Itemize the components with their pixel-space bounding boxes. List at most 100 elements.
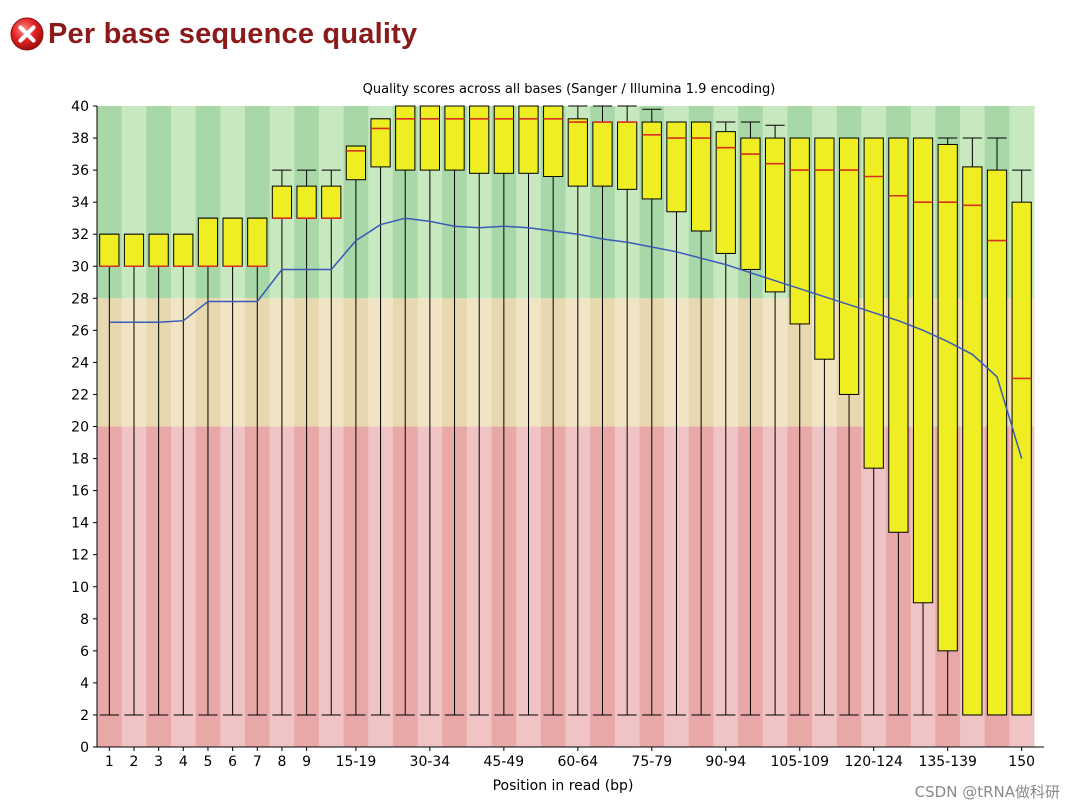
box-9 (296, 169, 317, 716)
x-tick-label: 15-19 (336, 754, 377, 770)
y-tick-label: 20 (71, 420, 89, 436)
box-75-79 (641, 108, 662, 716)
iqr-box (518, 105, 539, 174)
box-130-134 (912, 137, 934, 716)
iqr-box (912, 137, 934, 604)
x-tick-label: 90-94 (705, 754, 746, 770)
x-tick-label: 135-139 (918, 754, 977, 770)
box-105-109 (789, 137, 810, 716)
box-150 (1011, 169, 1032, 716)
iqr-box (419, 105, 440, 171)
x-tick-label: 7 (253, 754, 262, 770)
x-tick-label: 105-109 (771, 754, 830, 770)
box-2 (123, 233, 145, 716)
y-tick-label: 32 (71, 227, 89, 243)
iqr-box (617, 121, 638, 190)
box-4 (173, 233, 194, 716)
mean-polyline (109, 217, 1023, 459)
x-tick-label: 4 (179, 754, 188, 770)
y-tick-label: 8 (80, 612, 89, 628)
box-40-44 (469, 105, 490, 716)
box-55-59 (543, 105, 564, 716)
x-tick-label: 45-49 (484, 754, 525, 770)
iqr-box (715, 131, 736, 254)
box-145-149 (986, 137, 1008, 716)
y-tick-label: 28 (71, 291, 89, 307)
iqr-box (222, 217, 243, 267)
box-50-54 (518, 105, 539, 716)
box-85-89 (691, 121, 712, 716)
iqr-box (592, 121, 613, 187)
iqr-box (789, 137, 810, 325)
iqr-box (666, 121, 687, 213)
box-135-139 (937, 137, 958, 716)
box-110-114 (814, 137, 835, 716)
y-tick-label: 0 (80, 740, 89, 756)
iqr-box (888, 137, 909, 533)
iqr-box (148, 233, 169, 267)
iqr-box (345, 145, 367, 181)
iqr-box (937, 143, 958, 652)
box-8 (271, 169, 293, 716)
y-tick-label: 24 (71, 355, 89, 371)
box-1 (99, 233, 120, 716)
iqr-box (247, 217, 268, 267)
box-65-69 (592, 105, 613, 716)
y-tick-label: 38 (71, 131, 89, 147)
x-tick-label: 120-124 (844, 754, 903, 770)
iqr-box (691, 121, 712, 232)
box-60-64 (567, 105, 588, 716)
box-series (99, 105, 1032, 716)
y-tick-label: 2 (80, 708, 89, 724)
iqr-box (173, 233, 194, 267)
x-tick-label: 3 (154, 754, 163, 770)
iqr-box (197, 217, 219, 267)
box-120-124 (863, 137, 884, 716)
box-20-24 (370, 118, 391, 716)
iqr-box (321, 185, 342, 219)
x-tick-label: 8 (277, 754, 286, 770)
y-tick-label: 36 (71, 163, 89, 179)
y-tick-label: 26 (71, 323, 89, 339)
iqr-box (543, 105, 564, 178)
iqr-box (370, 118, 391, 168)
iqr-box (493, 105, 514, 174)
fail-x-icon (10, 17, 44, 51)
iqr-box (863, 137, 884, 469)
report-header: Per base sequence quality (10, 12, 417, 56)
box-125-129 (888, 137, 909, 716)
x-tick-label: 60-64 (557, 754, 598, 770)
iqr-box (740, 137, 761, 270)
watermark: CSDN @tRNA做科研 (914, 783, 1060, 801)
box-10-14 (321, 169, 342, 716)
x-tick-label: 1 (105, 754, 114, 770)
x-tick-label: 6 (228, 754, 237, 770)
box-3 (148, 233, 169, 716)
iqr-box (838, 137, 860, 395)
y-tick-label: 4 (80, 676, 89, 692)
iqr-box (296, 185, 317, 219)
iqr-box (444, 105, 465, 171)
box-30-34 (419, 105, 440, 716)
iqr-box (814, 137, 835, 360)
box-80-84 (666, 121, 687, 716)
x-tick-label: 5 (203, 754, 212, 770)
iqr-box (469, 105, 490, 174)
y-tick-label: 14 (71, 516, 89, 532)
iqr-box (567, 118, 588, 187)
box-35-39 (444, 105, 465, 716)
box-115-119 (838, 137, 860, 716)
box-140-144 (962, 137, 983, 716)
x-tick-label: 75-79 (631, 754, 672, 770)
iqr-box (99, 233, 120, 267)
report-title: Per base sequence quality (48, 17, 418, 50)
box-100-104 (764, 124, 786, 716)
box-95-99 (740, 121, 761, 716)
x-axis-label: Position in read (bp) (493, 778, 634, 794)
x-tick-label: 150 (1008, 754, 1035, 770)
y-tick-label: 6 (80, 644, 89, 660)
iqr-box (395, 105, 416, 171)
iqr-box (271, 185, 293, 219)
